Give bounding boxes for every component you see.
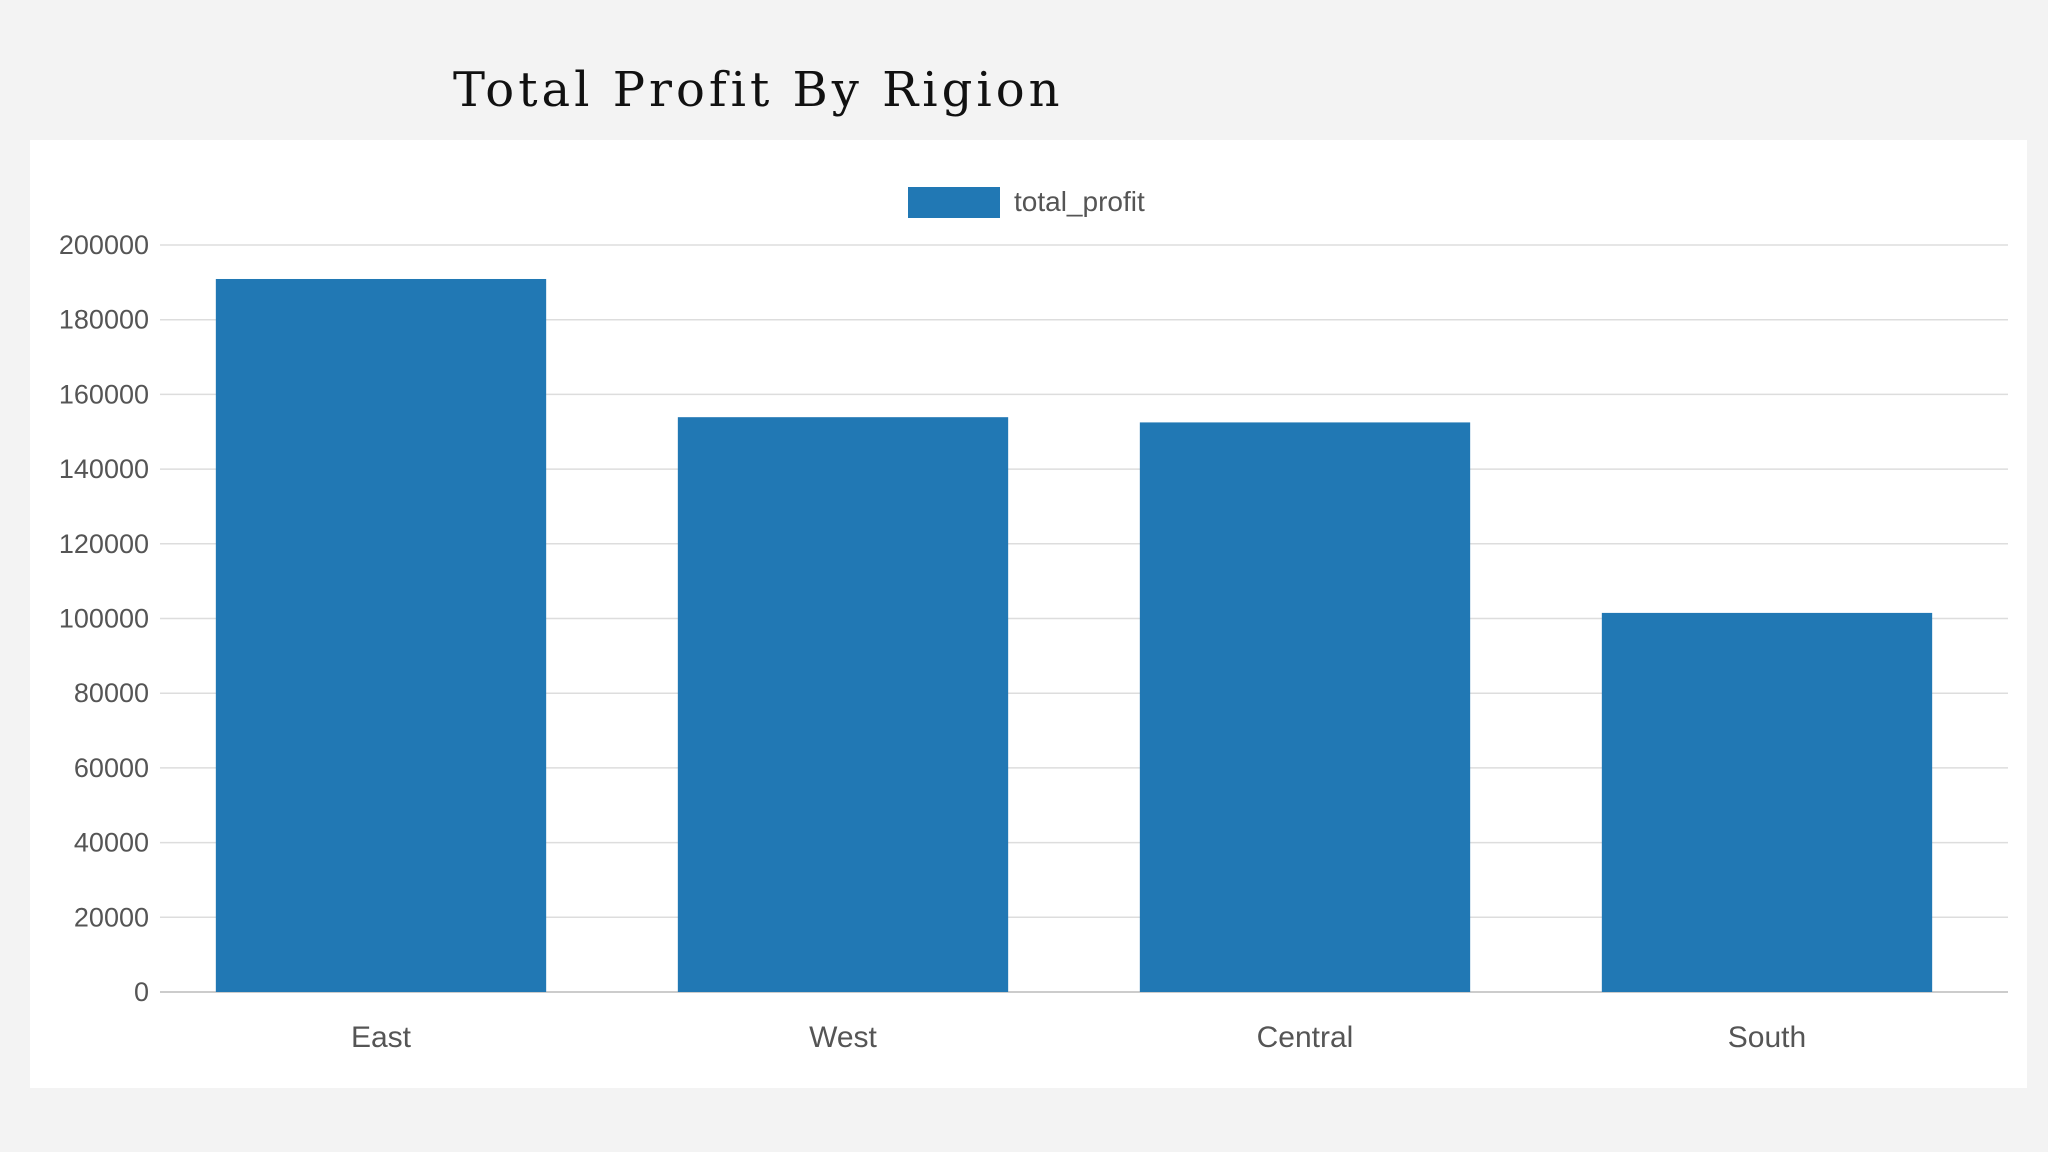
legend[interactable]: total_profit	[908, 186, 1145, 218]
y-axis-ticks: 0 20000 40000 60000 80000 100000 120000 140000 1…	[59, 230, 149, 1007]
y-tick-label: 200000	[59, 230, 149, 260]
legend-label: total_profit	[1014, 186, 1145, 217]
y-tick-label: 140000	[59, 454, 149, 484]
y-tick-label: 40000	[74, 828, 149, 858]
y-tick-label: 60000	[74, 753, 149, 783]
bars	[215, 278, 1933, 993]
y-tick-label: 120000	[59, 529, 149, 559]
x-tick-label: South	[1728, 1021, 1806, 1054]
y-tick-label: 160000	[59, 379, 149, 409]
x-tick-label: Central	[1257, 1021, 1354, 1054]
y-tick-label: 20000	[74, 902, 149, 932]
y-tick-label: 100000	[59, 604, 149, 634]
bar-south[interactable]	[1601, 612, 1933, 992]
bar-east[interactable]	[215, 278, 547, 992]
x-tick-label: East	[351, 1021, 412, 1054]
bar-central[interactable]	[1139, 422, 1471, 993]
y-tick-label: 180000	[59, 305, 149, 335]
x-axis-ticks: East West Central South	[351, 1021, 1806, 1054]
x-tick-label: West	[809, 1021, 877, 1054]
y-tick-label: 0	[134, 977, 149, 1007]
legend-swatch	[908, 187, 1000, 218]
page-title: Total Profit By Rigion	[453, 62, 1064, 118]
y-tick-label: 80000	[74, 678, 149, 708]
bar-west[interactable]	[677, 417, 1009, 993]
